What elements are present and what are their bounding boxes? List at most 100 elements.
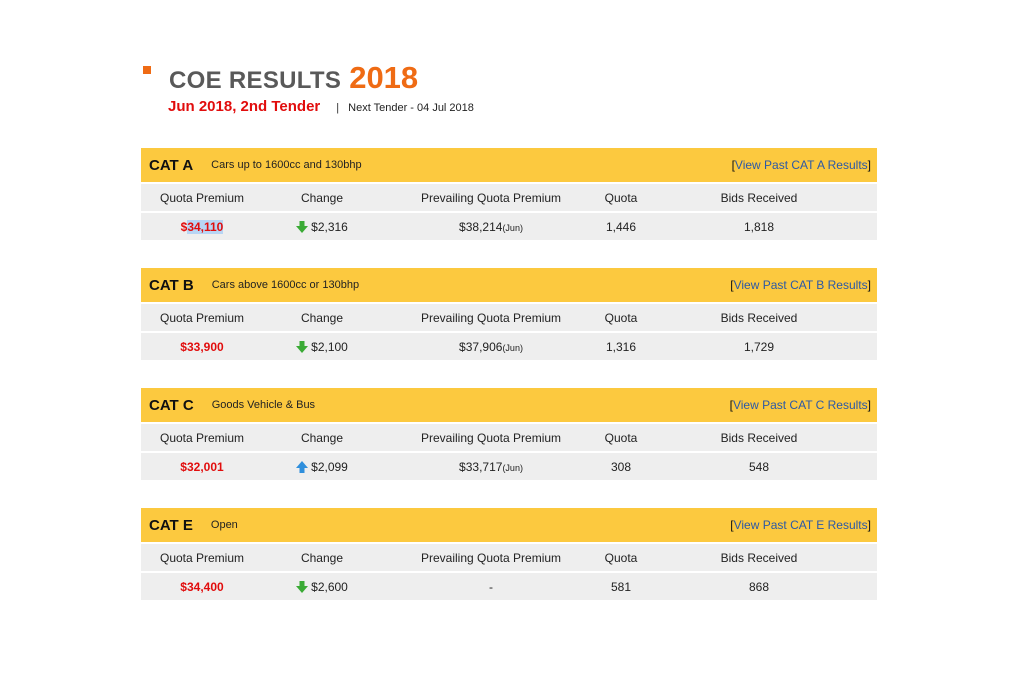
tender-label: Jun 2018, 2nd Tender [168,98,321,115]
past-results-link-wrapper: [View Past CAT C Results] [730,398,871,412]
category-code: CAT C [149,396,194,414]
prevailing-premium-cell: $37,906(Jun) [381,340,601,354]
column-header: Bids Received [720,430,798,445]
bids-received-value: 1,729 [743,339,775,354]
column-header: Quota Premium [159,190,245,205]
column-header-row: Quota Premium Change Prevailing Quota Pr… [141,424,877,451]
column-header-row: Quota Premium Change Prevailing Quota Pr… [141,304,877,331]
prevailing-premium-cell: - [381,580,601,594]
quota-value: 308 [610,459,632,474]
column-header: Prevailing Quota Premium [420,190,562,205]
bids-received-value: 868 [748,579,770,594]
prevailing-premium-value: $33,717 [459,459,503,474]
category-header: CAT A Cars up to 1600cc and 130bhp [View… [141,148,877,182]
view-past-cat-b-results-link[interactable]: View Past CAT B Results [733,278,868,292]
result-row: $32,001 $2,099 $33,717(Jun) 308 548 [141,453,877,480]
past-results-link-wrapper: [View Past CAT E Results] [730,518,871,532]
category-code: CAT A [149,156,194,174]
column-header: Quota [604,550,638,565]
category-block-cat-c: CAT C Goods Vehicle & Bus [View Past CAT… [141,388,877,480]
column-header: Quota Premium [159,430,245,445]
prevailing-premium-value: $37,906 [459,339,503,354]
category-block-cat-b: CAT B Cars above 1600cc or 130bhp [View … [141,268,877,360]
bracket-close: ] [867,158,871,172]
view-past-cat-a-results-link[interactable]: View Past CAT A Results [734,158,868,172]
column-header: Quota [604,430,638,445]
column-header: Change [300,430,344,445]
quota-premium-value: $32,001 [180,459,224,474]
arrow-down-icon [296,580,309,593]
premium-amount-selected: 34,110 [187,219,224,234]
category-code: CAT E [149,516,193,534]
change-cell: $2,316 [263,220,381,234]
square-bullet-icon [143,66,151,74]
premium-prefix: $ [180,219,188,234]
column-header: Quota Premium [159,550,245,565]
quota-value: 581 [610,579,632,594]
column-header: Bids Received [720,310,798,325]
quota-premium-value: $34,110 [141,219,263,234]
column-header: Change [300,550,344,565]
bracket-open: [ [729,398,733,412]
column-header: Change [300,310,344,325]
column-header: Prevailing Quota Premium [420,310,562,325]
column-header: Quota [604,190,638,205]
result-row: $34,110 $2,316 $38,214(Jun) 1,446 1,818 [141,213,877,240]
category-description: Cars up to 1600cc and 130bhp [211,159,362,171]
title-row: COE RESULTS 2018 [143,60,883,96]
bracket-open: [ [731,158,735,172]
quota-premium-value: $34,400 [180,579,224,594]
bids-received-value: 1,818 [743,219,775,234]
separator: | [336,102,340,114]
change-cell: $2,099 [263,460,381,474]
bracket-close: ] [867,398,871,412]
next-tender: Next Tender - 04 Jul 2018 [348,102,474,114]
bracket-open: [ [730,518,734,532]
quota-value: 1,446 [605,219,637,234]
prevailing-premium-cell: $33,717(Jun) [381,460,601,474]
category-header: CAT E Open [View Past CAT E Results] [141,508,877,542]
result-row: $34,400 $2,600 - 581 868 [141,573,877,600]
page-header: COE RESULTS 2018 Jun 2018, 2nd Tender | … [143,60,883,115]
view-past-cat-e-results-link[interactable]: View Past CAT E Results [733,518,868,532]
column-header: Change [300,190,344,205]
view-past-cat-c-results-link[interactable]: View Past CAT C Results [732,398,868,412]
prevailing-month: (Jun) [502,462,523,473]
prevailing-month: (Jun) [502,222,523,233]
change-value: $2,600 [311,579,348,594]
result-row: $33,900 $2,100 $37,906(Jun) 1,316 1,729 [141,333,877,360]
category-header: CAT B Cars above 1600cc or 130bhp [View … [141,268,877,302]
change-value: $2,316 [311,219,348,234]
prevailing-month: (Jun) [502,342,523,353]
column-header: Bids Received [720,190,798,205]
category-code: CAT B [149,276,194,294]
column-header: Bids Received [720,550,798,565]
change-value: $2,100 [311,339,348,354]
arrow-down-icon [296,220,309,233]
quota-premium-value: $33,900 [180,339,224,354]
page-year: 2018 [349,60,419,95]
column-header: Prevailing Quota Premium [420,430,562,445]
change-cell: $2,100 [263,340,381,354]
prevailing-premium-value: - [489,579,493,594]
bracket-close: ] [867,278,871,292]
category-block-cat-a: CAT A Cars up to 1600cc and 130bhp [View… [141,148,877,240]
prevailing-premium-value: $38,214 [459,219,503,234]
page-title: COE RESULTS [169,67,342,94]
past-results-link-wrapper: [View Past CAT A Results] [732,158,871,172]
category-description: Cars above 1600cc or 130bhp [211,279,360,291]
category-description: Open [210,519,238,531]
change-value: $2,099 [311,459,348,474]
column-header: Quota Premium [159,310,245,325]
arrow-down-icon [296,340,309,353]
tender-info: Jun 2018, 2nd Tender | Next Tender - 04 … [143,98,883,115]
prevailing-premium-cell: $38,214(Jun) [381,220,601,234]
category-description: Goods Vehicle & Bus [211,399,316,411]
column-header-row: Quota Premium Change Prevailing Quota Pr… [141,184,877,211]
category-block-cat-e: CAT E Open [View Past CAT E Results] Quo… [141,508,877,600]
quota-value: 1,316 [605,339,637,354]
column-header: Quota [604,310,638,325]
column-header: Prevailing Quota Premium [420,550,562,565]
bracket-open: [ [730,278,734,292]
change-cell: $2,600 [263,580,381,594]
